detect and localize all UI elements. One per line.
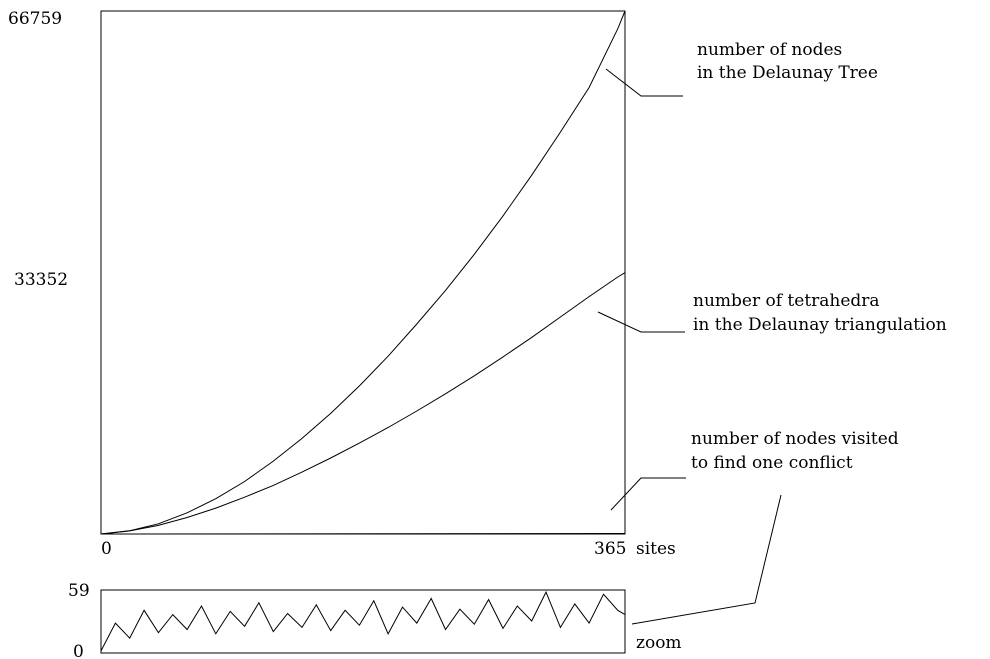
zoom-y-tick-bottom: 0 (73, 642, 84, 659)
zoom-series-line (100, 590, 626, 652)
zoom-y-tick-top: 59 (68, 581, 90, 601)
main-series-group (100, 10, 626, 535)
annotation-nodes-visited-line1: number of nodes visited (691, 429, 899, 449)
annotation-nodes-visited-line2: to find one conflict (691, 453, 853, 473)
annotation-tetrahedra-line2: in the Delaunay triangulation (693, 315, 947, 335)
annotation-delaunay-tree-line1: number of nodes (697, 40, 842, 60)
annotation-delaunay-tree-line2: in the Delaunay Tree (697, 63, 878, 83)
zoom-label: zoom (636, 633, 682, 653)
series-line-delaunay-tree (100, 10, 626, 535)
zoom-plot-frame (100, 589, 626, 654)
series-line-tetrahedra (100, 272, 626, 535)
leader-line-zoom (631, 494, 782, 625)
series-line-nodes-visited (100, 533, 626, 535)
leader-line-nodes-visited (610, 477, 686, 511)
leader-line-tetrahedra (597, 311, 685, 333)
main-plot-frame (100, 10, 626, 535)
leader-line-delaunay-tree (605, 68, 683, 97)
main-x-tick-max: 365 (594, 539, 626, 559)
main-y-tick-top: 66759 (8, 9, 62, 29)
main-x-tick-min: 0 (101, 539, 112, 559)
zoom-series-group (100, 590, 626, 652)
annotation-tetrahedra-line1: number of tetrahedra (693, 291, 880, 311)
main-y-tick-mid: 33352 (14, 270, 68, 290)
main-x-axis-label: sites (636, 539, 676, 559)
